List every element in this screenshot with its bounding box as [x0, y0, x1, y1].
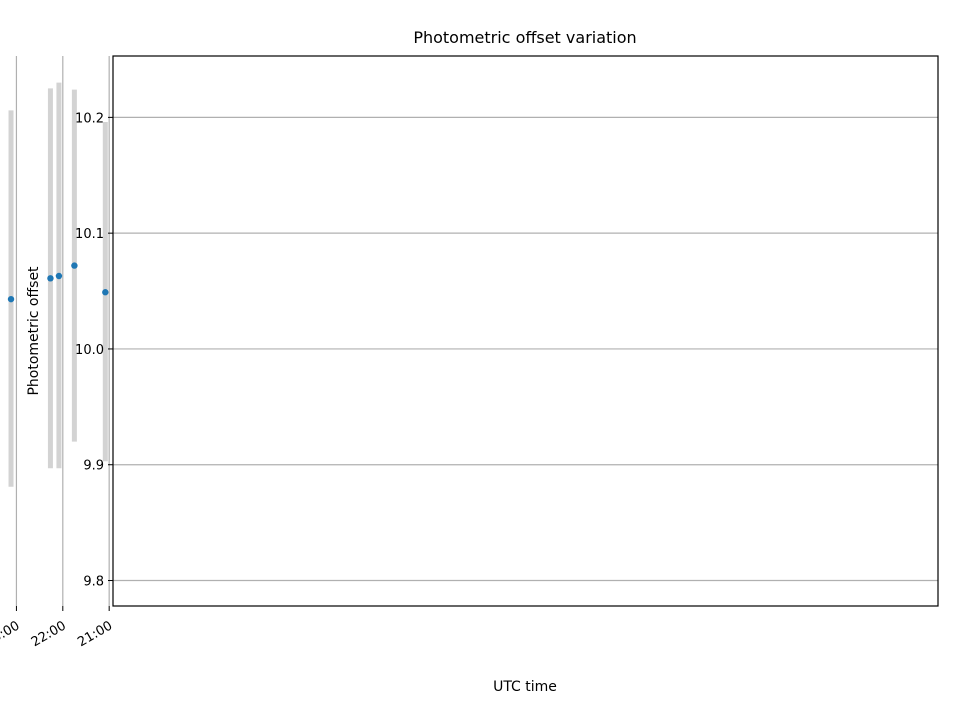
- x-tick-label: 22:00: [29, 618, 69, 650]
- data-point: [71, 262, 78, 269]
- y-axis-label: Photometric offset: [26, 266, 42, 396]
- data-point: [55, 272, 63, 280]
- y-tick-label: 9.9: [83, 459, 104, 474]
- error-bars: [8, 82, 108, 487]
- grid-lines: [15, 56, 938, 606]
- x-axis-label: UTC time: [493, 679, 557, 695]
- data-points: [7, 262, 109, 303]
- y-axis-ticks: 9.8 9.9 10.0 10.1 10.2: [75, 111, 113, 590]
- data-point: [47, 275, 54, 282]
- y-tick-label: 10.1: [75, 227, 104, 242]
- data-point: [7, 295, 15, 303]
- chart-title: Photometric offset variation: [413, 28, 636, 47]
- y-tick-label: 9.8: [83, 575, 104, 590]
- plot-area-frame: [112, 55, 939, 607]
- data-point: [102, 289, 109, 296]
- y-tick-label: 10.2: [75, 111, 104, 126]
- x-tick-label: 23:00: [0, 618, 22, 650]
- x-tick-label: 21:00: [75, 618, 115, 650]
- y-tick-label: 10.0: [75, 343, 104, 358]
